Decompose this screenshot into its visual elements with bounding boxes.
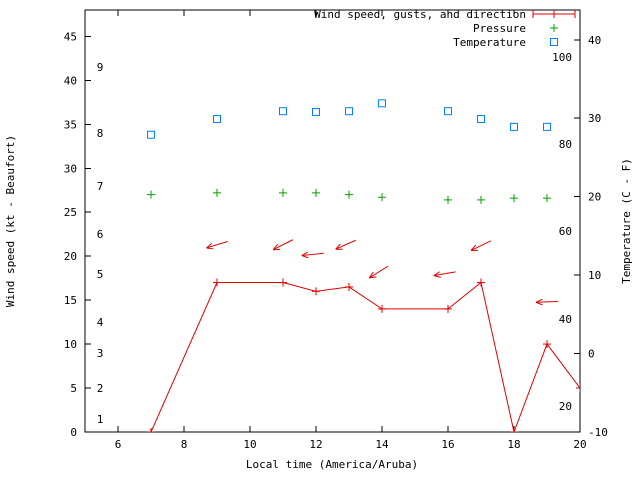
gust-arrow	[433, 271, 456, 277]
beaufort-label: 3	[97, 347, 104, 360]
y-left-tick-label: 0	[70, 426, 77, 439]
y-right-tick-label: 30	[588, 112, 601, 125]
gust-arrow	[369, 265, 389, 279]
y-left-tick-label: 35	[64, 118, 77, 131]
y-left-tick-label: 40	[64, 74, 77, 87]
gust-arrow-head	[272, 243, 278, 251]
fahrenheit-label: 100	[552, 51, 572, 64]
x-tick-label: 14	[375, 438, 389, 451]
gust-arrow-head	[535, 301, 543, 306]
temperature-point	[147, 130, 155, 139]
beaufort-label: 1	[97, 413, 104, 426]
x-tick-label: 8	[181, 438, 188, 451]
y-right-tick-label: 40	[588, 34, 601, 47]
x-tick-label: 12	[309, 438, 322, 451]
y-right-tick-label: -10	[588, 426, 608, 439]
temperature-point	[279, 107, 287, 116]
gust-arrow-head	[369, 276, 377, 279]
gust-arrow-head	[535, 298, 543, 303]
fahrenheit-label: 80	[559, 138, 572, 151]
gust-arrow-head	[301, 255, 309, 259]
temperature-point	[345, 107, 353, 116]
legend-wind-label: Wind speed, gusts, and direction	[314, 8, 526, 21]
beaufort-label: 6	[97, 228, 104, 241]
gust-arrow	[535, 300, 559, 303]
x-tick-label: 20	[573, 438, 586, 451]
gust-arrow	[470, 240, 492, 251]
gust-arrow	[272, 239, 294, 251]
gust-arrow	[206, 241, 228, 249]
x-axis-title: Local time (America/Aruba)	[246, 458, 418, 471]
y-right-tick-label: 10	[588, 269, 601, 282]
temperature-point	[312, 107, 320, 116]
y-left-tick-label: 15	[64, 294, 77, 307]
x-tick-label: 16	[441, 438, 454, 451]
y-left-tick-label: 30	[64, 162, 77, 175]
x-tick-label: 10	[243, 438, 256, 451]
y-left-tick-label: 45	[64, 30, 77, 43]
temperature-point	[477, 115, 485, 124]
gust-arrow-head	[368, 271, 374, 279]
temperature-point	[543, 122, 551, 131]
beaufort-label: 8	[97, 127, 104, 140]
beaufort-label: 4	[97, 316, 104, 329]
gust-arrow-head	[433, 275, 441, 278]
right-y-axis-title: Temperature (C - F)	[620, 158, 633, 284]
legend-temperature-label: Temperature	[453, 36, 526, 49]
temperature-point	[378, 99, 386, 108]
gust-arrow-head	[206, 247, 214, 250]
legend-temperature-sample	[550, 38, 558, 46]
beaufort-label: 9	[97, 61, 104, 74]
gust-arrow-head	[335, 243, 341, 250]
y-left-tick-label: 20	[64, 250, 77, 263]
gust-arrow	[301, 252, 324, 257]
plot-border	[84, 9, 581, 433]
gust-arrow-head	[301, 251, 309, 256]
fahrenheit-label: 60	[559, 225, 572, 238]
x-tick-label: 6	[115, 438, 122, 451]
beaufort-label: 5	[97, 268, 104, 281]
y-right-tick-label: 0	[588, 348, 595, 361]
fahrenheit-label: 20	[559, 400, 572, 413]
gust-arrow-head	[470, 244, 476, 251]
beaufort-label: 7	[97, 180, 104, 193]
chart-generated-layer: 6 8 10 12 14 16 18 20051015202530354045-1001020…	[64, 9, 608, 451]
fahrenheit-label: 40	[559, 313, 572, 326]
beaufort-label: 2	[97, 382, 104, 395]
gust-arrow-head	[206, 242, 213, 249]
plot-data-layer	[147, 99, 580, 432]
gust-arrow-head	[433, 271, 440, 277]
gust-arrow	[335, 239, 356, 250]
x-tick-label: 18	[507, 438, 520, 451]
temperature-point	[510, 122, 518, 131]
left-y-axis-title: Wind speed (kt - Beaufort)	[4, 135, 17, 307]
wind-speed-line	[150, 281, 580, 432]
legend-pressure-label: Pressure	[473, 22, 526, 35]
y-left-tick-label: 25	[64, 206, 77, 219]
temperature-point	[444, 107, 452, 116]
temperature-point	[213, 115, 221, 124]
y-left-tick-label: 10	[64, 338, 77, 351]
y-right-tick-label: 20	[588, 191, 601, 204]
y-left-tick-label: 5	[70, 382, 77, 395]
